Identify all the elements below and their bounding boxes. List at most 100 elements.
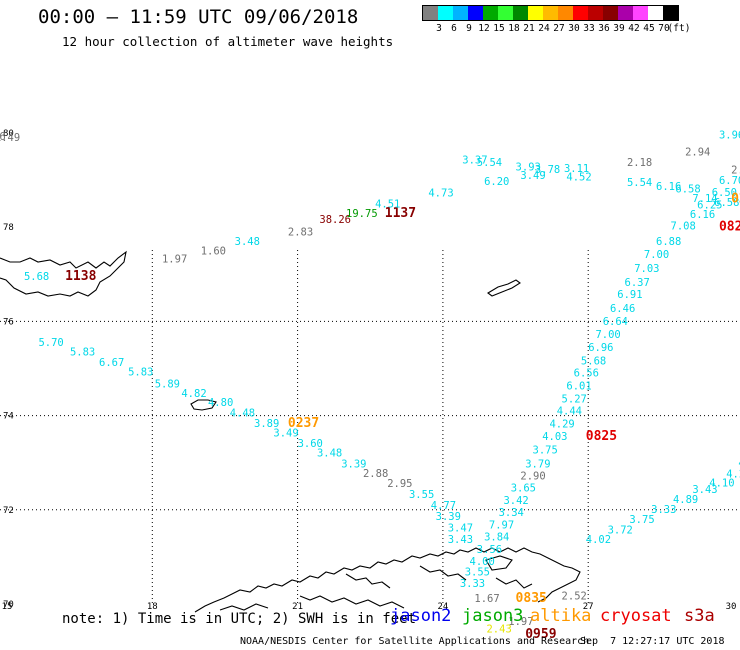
wave-height-value: 1.26 (0, 131, 6, 143)
wave-height-value: 5.54 (477, 157, 502, 169)
wave-height-value: 6.16 (690, 209, 715, 221)
footer-note: note: 1) Time is in UTC; 2) SWH is in fe… (62, 611, 417, 627)
wave-height-value: 6.70 (719, 175, 740, 187)
wave-height-value: 2.52 (562, 590, 587, 602)
page-title: 00:00 – 11:59 UTC 09/06/2018 (38, 6, 359, 28)
wave-height-value: 5.27 (562, 393, 587, 405)
pass-time-label: 0237 (288, 416, 319, 431)
island-magerya (485, 555, 513, 571)
wave-height-value: 5.54 (627, 177, 652, 189)
pass-time-label: 1137 (385, 206, 416, 221)
latitude-label: 76 (3, 317, 14, 327)
wave-height-value: 4.82 (181, 388, 206, 400)
wave-height-value: 2.18 (627, 157, 652, 169)
wave-height-value: 3.48 (317, 448, 342, 460)
wave-height-value: 3.79 (525, 458, 550, 470)
wave-height-value: 4.48 (230, 408, 255, 420)
pass-time-label: 1138 (65, 269, 96, 284)
fjord-1 (345, 573, 391, 589)
wave-height-value: 3.33 (651, 504, 676, 516)
wave-height-value: 2.90 (520, 471, 545, 483)
wave-height-value: 4.73 (428, 188, 453, 200)
wave-height-value: 6.64 (603, 316, 628, 328)
wave-height-value: 6.58 (714, 197, 739, 209)
coast-south-2 (219, 603, 269, 611)
legend-tick: 6 (451, 23, 457, 34)
wave-height-value: 5.83 (128, 367, 153, 379)
wave-height-value: 38.26 (319, 214, 351, 226)
legend-swatch (453, 6, 468, 20)
legend-swatch (498, 6, 513, 20)
longitude-label: 15 (2, 602, 13, 612)
longitude-label: 30 (726, 602, 737, 612)
pass-time-label: 0259 (731, 192, 740, 207)
pass-time-label: 0824 (719, 219, 740, 234)
wave-height-value: 5.70 (38, 337, 63, 349)
wave-height-value: 4.00 (470, 556, 495, 568)
wave-height-value: 4.22 (726, 468, 740, 480)
wave-height-value: 3.33 (460, 578, 485, 590)
legend-tick: 70 (658, 23, 670, 34)
wave-height-value: 3.55 (465, 567, 490, 579)
wave-height-value: 2.88 (363, 468, 388, 480)
legend-tick-labels: 3 6 9 12 15 18 21 24 27 30 33 36 39 42 45 70 (ft) (422, 21, 690, 35)
wave-height-value: 5.83 (70, 346, 95, 358)
wave-height-value: 3.49 (520, 170, 545, 182)
credit-line: NOAA/NESDIS Center for Satellite Applica… (240, 636, 590, 647)
legend-swatch (423, 6, 438, 20)
wave-height-value: 7.08 (671, 221, 696, 233)
wave-height-value: 3.43 (692, 484, 717, 496)
wave-height-value: 1.97 (508, 616, 533, 628)
legend-swatch (513, 6, 528, 20)
wave-height-value: 3.75 (533, 444, 558, 456)
page-subtitle: 12 hour collection of altimeter wave hei… (62, 34, 394, 49)
legend-swatch (558, 6, 573, 20)
latitude-label: 78 (3, 223, 14, 233)
wave-height-value: 6.16 (656, 181, 681, 193)
wave-height-value: 4.44 (557, 406, 582, 418)
wave-height-value: 3.42 (503, 495, 528, 507)
wave-height-value: 1.67 (474, 593, 499, 605)
legend-tick: 9 (466, 23, 472, 34)
legend-tick: 27 (553, 23, 565, 34)
wave-height-value: 2.43 (486, 623, 511, 635)
legend-tick: 39 (613, 23, 625, 34)
wave-height-value: 7.00 (644, 249, 669, 261)
generated-timestamp: Sep 7 12:27:17 UTC 2018 (580, 636, 725, 647)
pass-time-label: 0959 (525, 627, 556, 642)
legend-tick: 15 (493, 23, 505, 34)
wave-height-value: 6.56 (574, 368, 599, 380)
wave-height-value: 3.43 (448, 534, 473, 546)
legend-tick: 24 (538, 23, 550, 34)
legend-swatch (603, 6, 618, 20)
mission-s3a: s3a (684, 606, 715, 626)
legend-swatch (663, 6, 678, 20)
wave-height-value: 6.37 (625, 277, 650, 289)
wave-height-value: 1.60 (201, 246, 226, 258)
wave-height-value: 3.47 (448, 522, 473, 534)
wave-height-value: 6.96 (588, 342, 613, 354)
legend-swatch (588, 6, 603, 20)
legend-tick: 18 (508, 23, 520, 34)
wave-height-value: 3.60 (298, 438, 323, 450)
wave-height-value: 4.77 (431, 500, 456, 512)
wave-height-value: 6.88 (656, 236, 681, 248)
wave-height-value: 6.46 (610, 303, 635, 315)
wave-height-value: 4.03 (738, 457, 740, 469)
legend-tick: (ft) (667, 23, 691, 34)
wave-height-value: 6.20 (484, 176, 509, 188)
wave-height-value: 3.55 (409, 489, 434, 501)
wave-height-value: 3.84 (484, 531, 509, 543)
wave-height-value: 7.00 (595, 329, 620, 341)
legend-tick: 42 (628, 23, 640, 34)
wave-height-value: 4.51 (375, 198, 400, 210)
legend-tick: 45 (643, 23, 655, 34)
wave-height-value: 3.11 (564, 163, 589, 175)
pass-time-label: 0825 (586, 429, 617, 444)
bear-island (190, 399, 217, 411)
coast-south (299, 595, 405, 609)
pass-time-label: 0835 (516, 591, 547, 606)
wave-height-value: 5.89 (155, 378, 180, 390)
svalbard-coastline (0, 250, 127, 297)
